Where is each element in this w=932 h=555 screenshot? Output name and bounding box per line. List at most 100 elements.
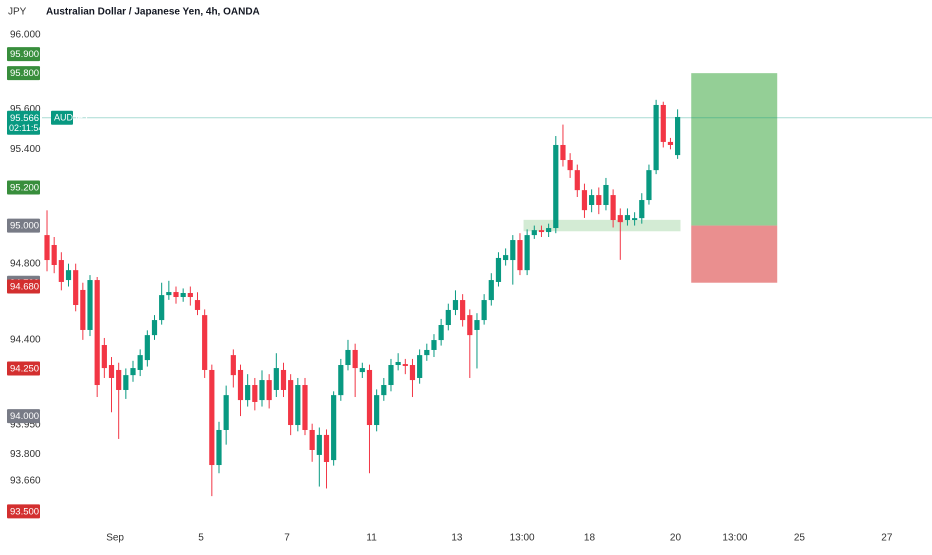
candle-body bbox=[302, 385, 308, 430]
candle-body bbox=[488, 280, 494, 301]
x-tick-label: 13 bbox=[451, 533, 463, 544]
candle-body bbox=[610, 195, 616, 221]
candle-body bbox=[675, 116, 681, 156]
y-tick-label: 95.400 bbox=[10, 144, 41, 155]
price-tag-label: 94.680 bbox=[10, 282, 39, 293]
y-tick-label: 94.400 bbox=[10, 335, 41, 346]
candle-body bbox=[460, 300, 466, 321]
candle-body bbox=[266, 380, 272, 401]
candle-body bbox=[546, 228, 552, 233]
candle-body bbox=[445, 309, 451, 326]
candle-body bbox=[359, 368, 365, 373]
candle-body bbox=[209, 369, 215, 466]
candle-body bbox=[503, 255, 509, 261]
candle-body bbox=[58, 260, 64, 282]
candle-body bbox=[252, 385, 258, 402]
candle-body bbox=[639, 200, 645, 219]
candle-body bbox=[44, 235, 50, 261]
candle-body bbox=[273, 368, 279, 390]
candle-body bbox=[417, 355, 423, 378]
candle-body bbox=[524, 235, 530, 271]
candle-body bbox=[646, 170, 652, 201]
price-tag-label: 94.250 bbox=[10, 363, 39, 374]
symbol-tag bbox=[51, 110, 73, 125]
candle-body bbox=[345, 349, 351, 366]
candle-body bbox=[653, 104, 659, 171]
y-tick-label: 93.660 bbox=[10, 475, 41, 486]
countdown: 02:11:54 bbox=[9, 123, 43, 133]
candle-body bbox=[660, 104, 666, 142]
price-tag-label: 95.000 bbox=[10, 221, 39, 232]
y-tick-label: 93.950 bbox=[10, 420, 41, 431]
price-tag-label: 95.900 bbox=[10, 49, 39, 60]
candle-body bbox=[388, 365, 394, 386]
price-tag-label: 93.500 bbox=[10, 506, 39, 517]
x-tick-label: 27 bbox=[881, 533, 893, 544]
candle-body bbox=[323, 434, 330, 462]
price-tag bbox=[7, 47, 40, 62]
price-tag-label: 95.200 bbox=[10, 182, 39, 193]
y-tick-label: 95.600 bbox=[10, 104, 41, 115]
candle-body bbox=[338, 365, 344, 396]
candle-body bbox=[481, 300, 487, 321]
candle-body bbox=[452, 300, 459, 310]
candle-body bbox=[101, 345, 107, 369]
x-tick-label: 13:00 bbox=[722, 533, 747, 544]
x-tick-label: 25 bbox=[794, 533, 806, 544]
candle-body bbox=[574, 170, 580, 191]
candle-body bbox=[309, 429, 315, 450]
candle-body bbox=[166, 292, 172, 296]
candle-body bbox=[409, 365, 416, 381]
candle-body bbox=[667, 141, 674, 145]
candle-body bbox=[80, 289, 86, 330]
last-price-label: 95.566 bbox=[10, 113, 39, 124]
candle-body bbox=[538, 230, 545, 233]
candle-body bbox=[424, 349, 430, 356]
chart-title: Australian Dollar / Japanese Yen, 4h, OA… bbox=[46, 7, 260, 18]
candle-body bbox=[65, 270, 72, 281]
candle-body bbox=[381, 385, 387, 396]
y-tick-label: 94.800 bbox=[10, 258, 41, 269]
candle-body bbox=[116, 369, 122, 390]
candle-body bbox=[632, 218, 638, 221]
price-tag bbox=[7, 180, 40, 195]
candle-body bbox=[187, 293, 193, 298]
candle-body bbox=[108, 365, 115, 378]
price-tag-label: 94.000 bbox=[10, 411, 39, 422]
candle-body bbox=[123, 375, 129, 390]
candle-body bbox=[517, 240, 523, 271]
candle-body bbox=[223, 395, 229, 430]
candle-body bbox=[567, 160, 573, 171]
price-tag bbox=[7, 218, 40, 233]
candle-body bbox=[130, 368, 136, 376]
candle-body bbox=[259, 380, 265, 401]
candle-body bbox=[474, 320, 480, 330]
candle-body bbox=[553, 144, 559, 229]
x-tick-label: Sep bbox=[106, 533, 124, 544]
price-tag bbox=[7, 409, 40, 424]
candle-body bbox=[202, 315, 208, 370]
candle-body bbox=[87, 280, 93, 330]
candle-body bbox=[495, 257, 502, 282]
candle-body bbox=[352, 349, 358, 369]
candle-body bbox=[603, 184, 609, 205]
candle-body bbox=[331, 395, 337, 461]
candle-body bbox=[395, 361, 401, 366]
candle-body bbox=[402, 364, 408, 366]
candle-body bbox=[151, 320, 158, 336]
candle-body bbox=[245, 385, 251, 401]
support-zone bbox=[523, 219, 681, 232]
candle-body bbox=[216, 429, 222, 466]
candle-body bbox=[617, 215, 623, 223]
x-tick-label: 20 bbox=[670, 533, 682, 544]
candle-body bbox=[280, 369, 287, 390]
last-price-tag bbox=[7, 110, 40, 135]
candle-body bbox=[94, 280, 100, 386]
candle-body bbox=[237, 369, 244, 401]
currency: JPY bbox=[8, 7, 27, 18]
x-tick-label: 18 bbox=[584, 533, 596, 544]
candle-body bbox=[366, 369, 373, 426]
candle-body bbox=[194, 300, 201, 310]
price-tag bbox=[7, 504, 40, 519]
